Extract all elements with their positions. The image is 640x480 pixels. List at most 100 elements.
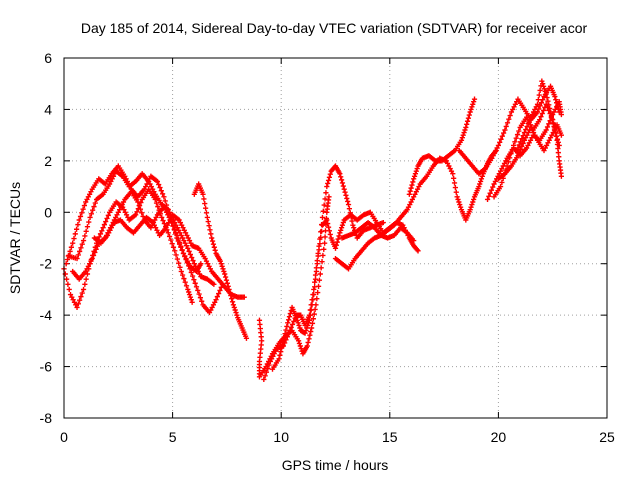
data-point-marker — [294, 317, 300, 323]
data-point-marker — [91, 204, 97, 210]
data-point-marker — [544, 124, 551, 130]
data-point-marker — [547, 109, 554, 115]
data-point-marker — [214, 294, 220, 300]
data-point-marker — [296, 340, 303, 347]
data-point-marker — [459, 135, 465, 141]
data-point-marker — [535, 97, 541, 103]
data-point-marker — [520, 140, 526, 146]
data-point-marker — [243, 335, 250, 341]
data-point-marker — [208, 231, 214, 237]
data-point-marker — [277, 352, 283, 358]
data-point-marker — [182, 279, 188, 285]
data-point-marker — [310, 316, 316, 322]
data-point-marker — [555, 139, 561, 145]
data-point-marker — [463, 124, 469, 131]
data-point-marker — [345, 201, 352, 208]
data-point-marker — [104, 215, 110, 222]
data-point-marker — [548, 113, 554, 119]
data-point-marker — [547, 105, 553, 111]
data-point-marker — [73, 226, 80, 232]
data-point-marker — [279, 345, 285, 351]
data-point-marker — [161, 221, 167, 227]
data-point-marker — [471, 96, 478, 102]
data-point-marker — [79, 290, 85, 296]
data-point-marker — [325, 224, 332, 230]
y-tick-label: -6 — [40, 359, 53, 375]
data-point-marker — [336, 233, 342, 239]
data-point-marker — [307, 332, 313, 338]
data-point-marker — [103, 218, 109, 225]
data-point-marker — [542, 88, 548, 95]
data-point-marker — [315, 253, 321, 259]
data-point-marker — [177, 264, 183, 270]
data-point-marker — [332, 245, 339, 251]
data-point-marker — [90, 252, 97, 259]
data-point-marker — [321, 202, 327, 208]
y-tick-label: -8 — [40, 410, 53, 426]
data-point-marker — [190, 258, 196, 264]
data-point-marker — [71, 235, 77, 242]
data-point-marker — [199, 298, 205, 304]
data-point-marker — [326, 194, 332, 200]
data-point-marker — [540, 97, 546, 103]
data-point-marker — [351, 225, 357, 231]
data-point-marker — [203, 210, 210, 216]
data-point-marker — [92, 200, 98, 206]
data-point-marker — [165, 230, 171, 236]
data-point-marker — [545, 98, 551, 104]
data-point-marker — [558, 111, 564, 118]
x-axis-label: GPS time / hours — [282, 457, 389, 473]
data-point-marker — [75, 301, 81, 307]
data-point-marker — [86, 219, 92, 225]
data-point-marker — [469, 201, 475, 208]
data-point-marker — [318, 265, 324, 271]
data-point-marker — [287, 311, 293, 317]
data-point-marker — [464, 121, 470, 127]
data-point-marker — [295, 320, 301, 326]
data-point-marker — [72, 231, 78, 237]
data-point-marker — [308, 329, 314, 335]
data-point-marker — [339, 180, 346, 186]
data-point-marker — [176, 260, 182, 266]
data-point-marker — [189, 299, 195, 305]
data-point-marker — [512, 139, 518, 145]
data-point-marker — [105, 212, 111, 218]
data-point-marker — [319, 214, 326, 221]
data-point-marker — [234, 312, 240, 318]
data-point-marker — [191, 277, 197, 283]
data-point-marker — [157, 185, 163, 191]
data-point-marker — [89, 255, 95, 262]
data-point-marker — [467, 109, 473, 115]
data-point-marker — [499, 179, 505, 186]
data-point-marker — [156, 181, 162, 188]
data-point-marker — [189, 273, 196, 279]
x-tick-label: 10 — [273, 429, 289, 445]
data-point-marker — [174, 232, 180, 239]
data-point-marker — [174, 256, 180, 262]
data-point-marker — [318, 228, 325, 234]
data-point-marker — [139, 210, 145, 216]
data-point-marker — [134, 209, 140, 215]
data-point-marker — [133, 212, 139, 218]
data-point-marker — [97, 231, 104, 237]
data-point-marker — [467, 207, 473, 213]
data-point-marker — [99, 228, 105, 234]
data-point-marker — [458, 204, 464, 210]
data-point-marker — [70, 240, 76, 246]
data-point-marker — [537, 87, 543, 93]
data-point-marker — [341, 186, 347, 192]
data-point-marker — [101, 222, 107, 228]
y-tick-label: 4 — [44, 101, 52, 117]
data-point-marker — [291, 318, 297, 324]
data-point-marker — [160, 191, 166, 197]
data-point-marker — [337, 230, 343, 236]
data-point-marker — [186, 248, 192, 254]
data-point-marker — [265, 366, 271, 372]
y-tick-label: 6 — [44, 50, 52, 66]
data-point-marker — [471, 196, 477, 203]
data-point-marker — [311, 311, 317, 317]
data-point-marker — [325, 177, 332, 183]
data-point-marker — [100, 225, 106, 231]
data-point-marker — [198, 261, 204, 267]
data-point-marker — [317, 271, 323, 277]
